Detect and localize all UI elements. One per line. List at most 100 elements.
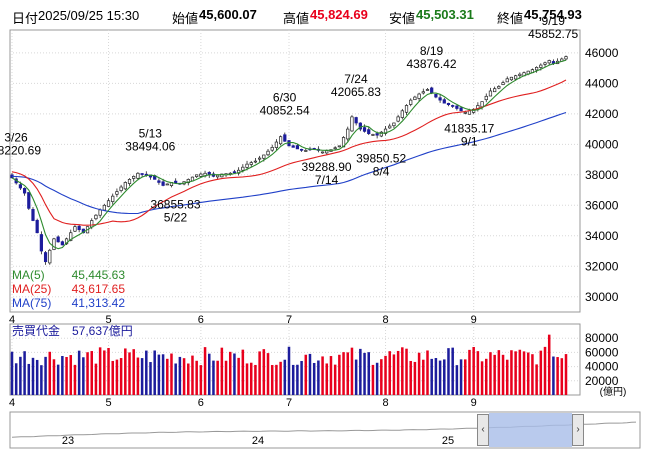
month-tick-label: 9	[471, 314, 477, 326]
month-tick-label: 4	[9, 397, 15, 409]
candle-body	[291, 145, 295, 148]
candle-body	[400, 110, 404, 118]
volume-bar	[44, 356, 47, 395]
candle	[295, 143, 300, 150]
candle	[136, 172, 140, 181]
candle	[274, 139, 279, 151]
volume-tick-label: 20000	[585, 374, 619, 388]
candle	[94, 214, 98, 221]
volume-bar	[56, 364, 60, 395]
date-label: 日付	[12, 11, 39, 26]
volume-bar	[338, 354, 341, 395]
price-tick-label: 38000	[585, 168, 619, 182]
volume-bar	[31, 357, 35, 395]
volume-bar	[417, 352, 421, 395]
candle	[299, 148, 304, 152]
volume-bar	[422, 359, 425, 395]
candle-body	[283, 134, 287, 142]
volume-bar	[497, 350, 501, 395]
volume-bar	[233, 353, 236, 395]
low-value: 45,503.31	[416, 7, 474, 22]
legend-ma-value: 43,617.65	[72, 282, 126, 296]
volume-bar	[447, 348, 450, 395]
volume-bar	[90, 351, 94, 395]
volume-bar	[170, 353, 173, 395]
navigator-left-handle[interactable]: ‹	[477, 414, 489, 446]
candle	[442, 97, 446, 104]
legend-ma-value: 41,313.42	[72, 296, 126, 310]
candle-body	[304, 150, 308, 152]
volume-bar	[350, 347, 354, 395]
candle	[421, 88, 425, 95]
candle	[438, 94, 442, 103]
candle-body	[451, 105, 455, 107]
volume-bar	[187, 363, 190, 395]
candle	[270, 144, 274, 152]
candle-body	[119, 186, 123, 191]
candle	[543, 61, 547, 67]
volume-bar	[132, 349, 135, 395]
volume-bar	[535, 364, 538, 395]
candle	[367, 126, 371, 136]
annotation-value: 39288.90	[302, 160, 352, 174]
candle-body	[52, 238, 56, 250]
volume-bar	[10, 351, 14, 395]
price-header: 日付 2025/09/25 15:30 始値 45,600.07 高値 45,8…	[0, 0, 653, 30]
candle-body	[73, 226, 77, 232]
volume-bar	[438, 360, 442, 395]
candle-body	[379, 131, 383, 137]
candle-body	[140, 173, 144, 175]
candle	[253, 158, 258, 164]
candle	[258, 155, 262, 162]
candle-body	[136, 172, 140, 179]
candle	[119, 184, 123, 193]
ma5-line	[11, 59, 567, 250]
candle-body	[375, 133, 379, 136]
candle-body	[434, 93, 438, 98]
navigator-right-handle[interactable]: ›	[572, 414, 584, 446]
candle-body	[362, 127, 367, 132]
candle-body	[509, 76, 514, 81]
candle-body	[98, 209, 102, 216]
volume-bar	[354, 359, 358, 395]
candle	[400, 108, 404, 120]
candle	[337, 145, 341, 148]
volume-bar	[547, 334, 551, 395]
candle	[115, 188, 119, 198]
candle-body	[430, 87, 434, 94]
candle	[123, 181, 127, 191]
candle	[379, 130, 383, 138]
price-tick-label: 42000	[585, 107, 619, 121]
candle-body	[442, 99, 446, 104]
candle-body	[232, 171, 237, 174]
candle-body	[220, 173, 224, 178]
candle	[320, 151, 325, 154]
volume-title: 売買代金	[12, 323, 60, 338]
volume-bar	[207, 353, 211, 395]
candle	[157, 178, 161, 185]
volume-bar	[489, 352, 492, 395]
candle-body	[388, 125, 392, 129]
volume-bar	[249, 362, 253, 395]
volume-bar	[279, 361, 282, 395]
candle	[39, 231, 43, 255]
candle-body	[543, 62, 547, 65]
volume-bar	[342, 352, 345, 395]
volume-bar	[157, 354, 161, 395]
candle-body	[270, 147, 274, 151]
candle	[396, 114, 400, 123]
volume-bar	[396, 350, 400, 395]
candle	[77, 224, 81, 233]
volume-bar	[69, 355, 73, 395]
candle-body	[253, 160, 258, 163]
volume-bar	[564, 354, 568, 395]
candle	[509, 76, 514, 81]
candle-body	[488, 90, 493, 97]
annotation-date: 5/22	[164, 210, 188, 224]
price-tick-label: 32000	[585, 259, 619, 273]
volume-bar	[275, 364, 278, 395]
candle	[43, 251, 48, 265]
volume-bar	[308, 353, 312, 395]
candle-body	[161, 181, 165, 186]
volume-bar	[283, 359, 287, 395]
